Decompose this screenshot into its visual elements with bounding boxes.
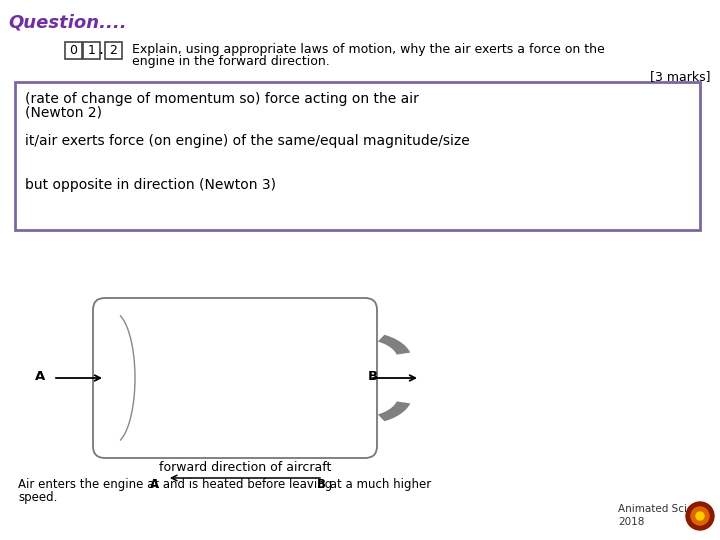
Text: .: . [99,43,104,57]
Text: A: A [150,478,159,491]
Text: Explain, using appropriate laws of motion, why the air exerts a force on the: Explain, using appropriate laws of motio… [132,43,605,56]
Text: 2018: 2018 [618,517,644,527]
Circle shape [691,507,709,525]
Text: 1: 1 [88,44,96,57]
Bar [105,42,122,59]
Text: Question....: Question.... [8,14,127,32]
Text: at a much higher: at a much higher [326,478,431,491]
Polygon shape [378,335,410,355]
Text: Animated Science: Animated Science [618,504,712,514]
Bar [15,82,700,230]
Bar [83,42,100,59]
Text: engine in the forward direction.: engine in the forward direction. [132,55,330,68]
Text: and is heated before leaving: and is heated before leaving [159,478,336,491]
FancyBboxPatch shape [93,298,377,458]
Polygon shape [378,401,410,421]
Text: (Newton 2): (Newton 2) [25,106,102,120]
Bar [65,42,82,59]
Text: B: B [368,369,378,382]
Text: it/air exerts force (on engine) of the same/equal magnitude/size: it/air exerts force (on engine) of the s… [25,134,469,148]
Text: 0: 0 [70,44,78,57]
Text: B: B [317,478,326,491]
Text: A: A [35,369,45,382]
Text: 2: 2 [109,44,117,57]
Text: Air enters the engine at: Air enters the engine at [18,478,163,491]
Text: [3 marks]: [3 marks] [649,70,710,83]
Text: speed.: speed. [18,491,58,504]
Text: but opposite in direction (Newton 3): but opposite in direction (Newton 3) [25,178,276,192]
Circle shape [696,512,704,520]
Text: forward direction of aircraft: forward direction of aircraft [159,461,331,474]
Circle shape [686,502,714,530]
Text: (rate of change of momentum so) force acting on the air: (rate of change of momentum so) force ac… [25,92,419,106]
